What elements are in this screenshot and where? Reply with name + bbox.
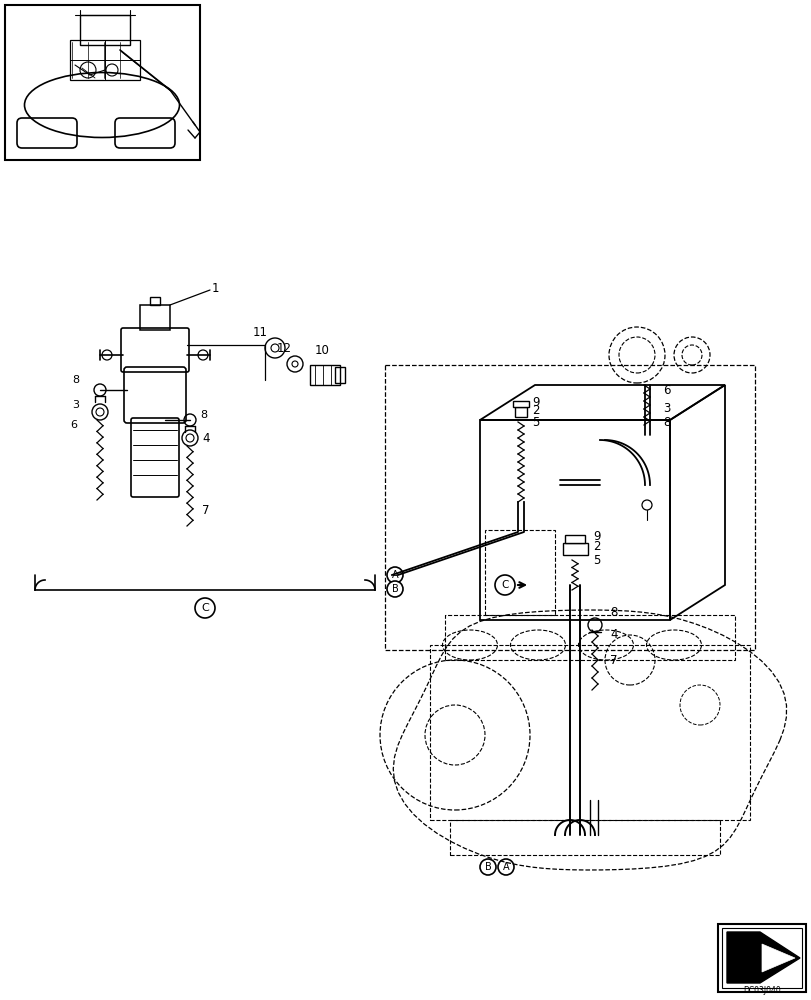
Text: 9: 9 [592, 530, 600, 544]
Bar [449, 820, 719, 855]
Bar [484, 530, 554, 615]
Bar [70, 40, 139, 80]
Bar [5, 5, 200, 160]
Circle shape [497, 859, 513, 875]
Text: A: A [502, 862, 508, 872]
Polygon shape [761, 944, 794, 972]
Bar [562, 543, 587, 555]
Text: 7: 7 [609, 654, 616, 666]
Bar [335, 367, 345, 383]
Text: 2: 2 [531, 404, 539, 418]
Text: 2: 2 [592, 540, 600, 554]
Bar [139, 305, 169, 330]
Circle shape [195, 598, 215, 618]
Text: 8: 8 [72, 375, 79, 385]
Text: 9: 9 [531, 396, 539, 410]
Bar [513, 401, 528, 407]
Circle shape [387, 581, 402, 597]
Text: C: C [201, 603, 208, 613]
Circle shape [479, 859, 496, 875]
Bar [150, 297, 160, 305]
Text: 3: 3 [72, 400, 79, 410]
Text: 12: 12 [277, 342, 292, 355]
Text: 5: 5 [531, 416, 539, 428]
Polygon shape [726, 932, 799, 983]
Text: 7: 7 [202, 504, 209, 516]
Text: 11: 11 [253, 326, 268, 338]
Bar [564, 535, 584, 543]
Text: 6: 6 [70, 420, 77, 430]
Circle shape [387, 567, 402, 583]
Text: 10: 10 [315, 344, 329, 357]
Text: B: B [391, 584, 398, 594]
Text: A: A [391, 570, 398, 580]
Text: 4: 4 [202, 432, 209, 444]
Bar [514, 407, 526, 417]
Text: 8: 8 [609, 605, 616, 618]
Bar [444, 615, 734, 660]
Text: B: B [484, 862, 491, 872]
Text: 8: 8 [663, 416, 670, 428]
Text: 3: 3 [663, 401, 670, 414]
Text: 8: 8 [200, 410, 207, 420]
Circle shape [495, 575, 514, 595]
Text: 6: 6 [663, 383, 670, 396]
Text: C: C [500, 580, 508, 590]
Bar [717, 924, 805, 992]
Text: 1: 1 [212, 282, 219, 294]
Text: DC03J040: DC03J040 [742, 986, 780, 995]
Bar [721, 928, 801, 988]
Bar [310, 365, 340, 385]
Text: 4: 4 [609, 628, 616, 642]
Text: 5: 5 [592, 554, 599, 566]
Bar [430, 645, 749, 820]
